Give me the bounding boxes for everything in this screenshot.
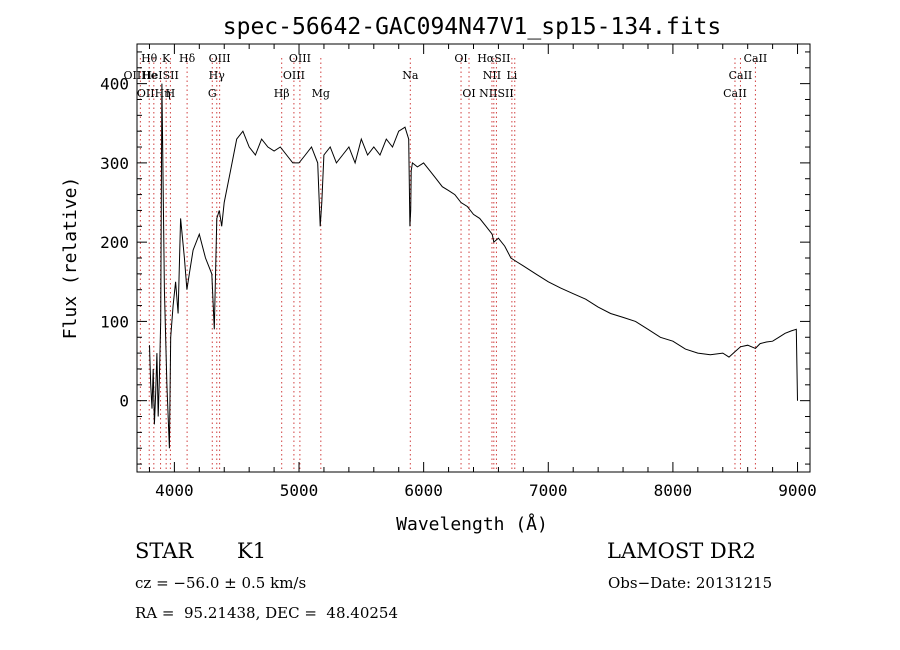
x-tick-label: 8000 (654, 481, 693, 500)
x-tick-label: 7000 (529, 481, 568, 500)
spectral-line-label: Hθ (141, 52, 158, 65)
plot-frame (136, 43, 811, 473)
y-tick-label: 300 (100, 154, 129, 173)
survey-name: LAMOST DR2 (607, 539, 756, 563)
spectrum-line (149, 83, 798, 449)
spectral-line-label: OIII (283, 69, 305, 82)
x-tick-label: 9000 (778, 481, 817, 500)
spectral-line-markers (139, 58, 756, 472)
spectral-line-label: Mg (312, 87, 330, 100)
y-tick-label: 200 (100, 233, 129, 252)
y-tick-label: 0 (119, 392, 129, 411)
object-subclass: K1 (237, 539, 267, 563)
spectral-line-label: OI (462, 87, 475, 100)
spectral-line-label: CaII (723, 87, 747, 100)
x-axis-label: Wavelength (Å) (396, 513, 548, 535)
spectral-line-label: NIISII (479, 87, 514, 100)
spectral-line-label: OI (454, 52, 467, 65)
spectral-line-label: OIII (289, 52, 311, 65)
spectral-line-label: H (166, 87, 176, 100)
redshift-text: cz = −56.0 ± 0.5 km/s (135, 574, 307, 592)
x-tick-label: 6000 (404, 481, 443, 500)
spectral-line-label: Hγ (209, 69, 226, 82)
y-tick-label: 400 (100, 75, 129, 94)
spectral-line-label: CaII (744, 52, 768, 65)
spectral-line-label: G (208, 87, 217, 100)
x-tick-label: 5000 (280, 481, 319, 500)
spectral-line-label: Li (506, 69, 517, 82)
y-axis-label: Flux (relative) (60, 177, 81, 340)
spectral-line-label: Na (402, 69, 419, 82)
spectral-line-label: OIII (209, 52, 231, 65)
coordinates-text: RA = 95.21438, DEC = 48.40254 (135, 604, 399, 622)
chart-title: spec-56642-GAC094N47V1_sp15-134.fits (223, 14, 722, 40)
obs-date-text: Obs−Date: 20131215 (608, 574, 773, 592)
spectral-line-label: NII (483, 69, 501, 82)
spectral-line-label: Hβ (274, 87, 290, 100)
spectral-line-label: CaII (729, 69, 753, 82)
object-class: STAR (135, 539, 194, 563)
spectral-line-label: Hδ (179, 52, 196, 65)
spectral-line-label: HeISII (142, 69, 179, 82)
y-tick-label: 100 (100, 312, 129, 331)
spectral-line-label: HαSII (477, 52, 510, 65)
y-axis: 0 100 200 300 400 (100, 51, 810, 465)
x-axis: 4000 5000 6000 7000 8000 9000 (148, 44, 817, 500)
spectral-line-label: OIIHe (123, 69, 157, 82)
spectral-line-label: K (162, 52, 171, 65)
x-tick-label: 4000 (155, 481, 194, 500)
